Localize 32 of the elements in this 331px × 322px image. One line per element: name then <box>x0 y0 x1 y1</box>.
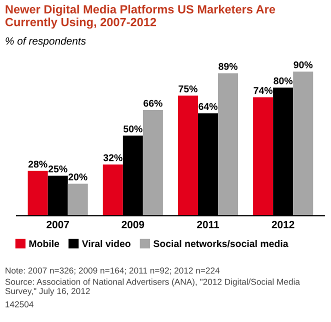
chart-title: Newer Digital Media Platforms US Marketers Are Currently Using, 2007-2012 <box>5 4 276 29</box>
bar <box>68 184 88 216</box>
bar <box>218 73 238 216</box>
data-label: 20% <box>68 174 88 180</box>
bar <box>253 97 274 216</box>
data-label: 64% <box>198 103 218 110</box>
x-tick-label: 2011 <box>197 220 220 228</box>
text: 142504 <box>6 301 34 308</box>
data-label: 80% <box>274 77 293 84</box>
data-label: 50% <box>123 125 142 132</box>
x-tick-label: 2009 <box>122 220 144 228</box>
legend-label: Mobile <box>29 240 60 248</box>
source-note: Source: Association of National Advertisers (ANA), "2012 Digital/Social Media Survey," July 16, 2012 <box>5 278 300 296</box>
x-tick-label: 2007 <box>46 220 69 228</box>
data-label: 25% <box>48 166 68 172</box>
data-label: 28% <box>28 160 48 168</box>
text: Note: 2007 n=326; 2009 n=164; 2011 n=92; 2012 n=224 <box>6 267 220 275</box>
bar <box>102 164 123 216</box>
legend-label: Social networks/social media <box>153 240 288 248</box>
data-label: 89% <box>218 63 238 70</box>
bar <box>178 96 198 216</box>
data-label: 75% <box>178 85 198 92</box>
x-tick-label: 2012 <box>272 220 294 228</box>
bar <box>293 72 314 216</box>
data-label: 32% <box>103 154 122 162</box>
data-label: 74% <box>254 87 273 94</box>
data-label: 90% <box>294 61 313 68</box>
legend-label: Viral video <box>82 240 130 248</box>
bar <box>142 110 163 216</box>
chart-subtitle: % of respondents <box>6 37 86 47</box>
bar <box>28 170 48 216</box>
data-label: 66% <box>144 100 162 107</box>
